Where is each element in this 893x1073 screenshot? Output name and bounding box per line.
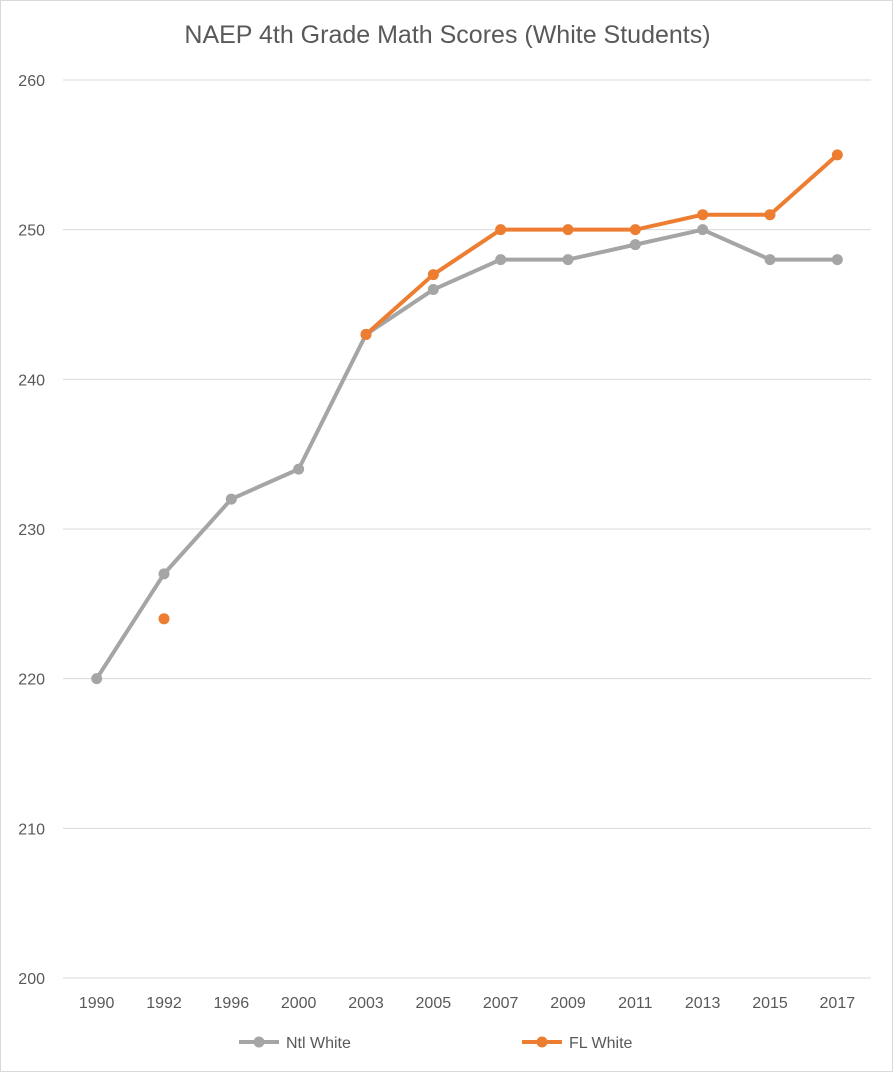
legend-label-ntl-white: Ntl White (286, 1035, 351, 1052)
x-tick-label: 2009 (550, 995, 586, 1012)
x-tick-label: 2011 (618, 995, 653, 1012)
data-point-fl-white (629, 224, 641, 236)
y-tick-label: 260 (18, 73, 45, 90)
y-tick-label: 200 (18, 971, 45, 988)
data-point-ntl-white (764, 254, 776, 266)
y-tick-label: 210 (18, 821, 45, 838)
data-point-fl-white (697, 209, 709, 221)
y-tick-label: 240 (18, 372, 45, 389)
x-tick-label: 2000 (281, 995, 317, 1012)
data-point-ntl-white (831, 254, 843, 266)
data-point-fl-white (427, 269, 439, 281)
x-tick-label: 2013 (685, 995, 721, 1012)
series-line-ntl-white (94, 227, 840, 681)
data-point-fl-white (360, 328, 372, 340)
y-tick-label: 250 (18, 223, 45, 240)
data-point-fl-white (764, 209, 776, 221)
series-line-fl-white (364, 152, 840, 337)
data-point-fl-white (495, 224, 507, 236)
data-point-ntl-white (225, 493, 237, 505)
data-point-ntl-white (158, 568, 170, 580)
chart-title: NAEP 4th Grade Math Scores (White Studen… (184, 21, 711, 49)
x-tick-label: 2005 (416, 995, 452, 1012)
data-point-ntl-white (562, 254, 574, 266)
y-tick-label: 230 (18, 522, 45, 539)
data-point-ntl-white (427, 284, 439, 296)
x-tick-label: 2003 (348, 995, 384, 1012)
x-tick-label: 1990 (79, 995, 115, 1012)
data-point-fl-white (562, 224, 574, 236)
data-point-ntl-white (293, 463, 305, 475)
data-point-fl-white (831, 149, 843, 161)
data-point-ntl-white (629, 239, 641, 251)
x-tick-label: 1992 (146, 995, 182, 1012)
data-point-ntl-white (697, 224, 709, 236)
x-tick-label: 2017 (820, 995, 856, 1012)
legend-swatch-marker-fl-white (536, 1036, 548, 1048)
data-point-ntl-white (495, 254, 507, 266)
data-point-fl-white (158, 613, 170, 625)
legend-swatch-marker-ntl-white (253, 1036, 265, 1048)
legend-label-fl-white: FL White (569, 1035, 633, 1052)
x-tick-label: 1996 (214, 995, 250, 1012)
y-tick-label: 220 (18, 672, 45, 689)
x-tick-label: 2007 (483, 995, 519, 1012)
x-tick-label: 2015 (752, 995, 788, 1012)
data-point-ntl-white (91, 673, 103, 685)
